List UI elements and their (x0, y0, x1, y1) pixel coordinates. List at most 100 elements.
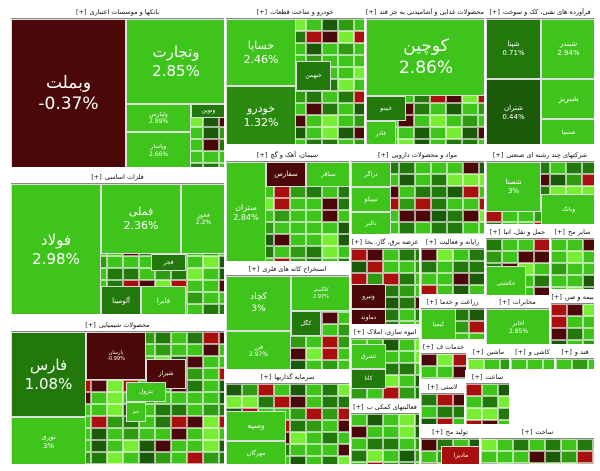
stock-cell (545, 463, 561, 464)
stock-cell (338, 258, 349, 261)
stock-cell (567, 239, 583, 251)
stock-cell (306, 246, 322, 258)
stock-symbol: شتران (504, 103, 523, 112)
stock-cell (479, 222, 484, 234)
sector: حمل و نقل، انبا[+] حکشتی (485, 225, 550, 300)
stock-symbol: شبندر (559, 40, 578, 49)
stock-cell (399, 297, 415, 309)
stock-cell (399, 414, 415, 426)
stock-tile: خودرو 1.32% (226, 86, 296, 144)
stock-cell (290, 234, 306, 246)
sector-header[interactable]: قند و[+] (556, 346, 594, 359)
sector-header[interactable]: فرآورده های نفتی، کک و سوخت[+] (486, 6, 594, 19)
stock-cell (415, 351, 419, 363)
sector-header[interactable]: مواد و محصولات دارویی[+] (351, 149, 484, 162)
stock-tile: فملی 2.36% (101, 184, 181, 254)
sector-header[interactable]: تولید مح[+] (421, 426, 479, 439)
sector-header[interactable]: محصولات غذایی و آشامیدنی به جز قند[+] (366, 6, 484, 19)
stock-cell (354, 79, 364, 91)
stock-cell (338, 198, 349, 210)
stock-cell (187, 464, 203, 465)
sector-header[interactable]: بیمه و صن[+] (551, 291, 594, 304)
stock-cell (91, 452, 107, 464)
expand-button: [+] (256, 151, 268, 159)
sector-header[interactable]: سرمایه گذاریها[+] (226, 371, 349, 384)
sector-header[interactable]: محصولات شیمیایی[+] (11, 319, 224, 332)
stock-cell (155, 344, 171, 356)
stock-cell (219, 280, 224, 292)
stock-cell (437, 249, 453, 261)
stock-cell (187, 256, 203, 268)
stock-tile: پارسان -0.99% (86, 332, 146, 380)
stock-cell (219, 127, 224, 139)
stock-cell (290, 444, 306, 456)
sector-header[interactable]: انبوه سازی، املاک[+] (351, 326, 419, 339)
stock-cell (534, 275, 549, 287)
stock-cell (338, 360, 349, 369)
sector-header[interactable]: عرضه برق، گاز، بخا[+] (351, 236, 419, 249)
stock-tile: پترول (126, 382, 166, 402)
sector-header[interactable]: استخراج کانه های فلزی[+] (226, 263, 349, 276)
stock-tile: کچاد 3% (226, 276, 291, 331)
stock-cell (421, 463, 437, 464)
sector-header[interactable]: رایانه و فعالیت[+] (421, 236, 484, 249)
stock-cell (415, 450, 419, 462)
stock-cell (478, 115, 484, 127)
stock-cell (543, 359, 554, 369)
stock-cell (290, 456, 306, 464)
sector-header[interactable]: بانکها و موسسات اعتباری[+] (11, 6, 224, 19)
stock-cell (306, 396, 322, 408)
sector-header[interactable]: ساخت[+] (481, 426, 594, 439)
sector-header[interactable]: سایر مح[+] (551, 226, 594, 239)
stock-cell (91, 404, 107, 416)
stock-cell (91, 416, 107, 428)
stock-tile: اخابر 2.85% (486, 309, 549, 344)
stock-symbol: ونوین (201, 107, 216, 115)
stock-change: 2.36% (123, 219, 159, 232)
stock-cell (446, 115, 462, 127)
stock-cell (219, 392, 224, 404)
stock-cell (415, 162, 431, 174)
sector-header[interactable]: کاشی و[+] (511, 346, 554, 359)
stock-cell (203, 268, 219, 280)
stock-cell (354, 115, 364, 127)
stock-cell (322, 348, 338, 360)
stock-cell (322, 19, 338, 31)
sector-header[interactable]: ساعت[+] (466, 371, 509, 384)
stock-cell (306, 115, 322, 127)
sector-header[interactable]: شرکتهای چند رشته ای صنعتی[+] (486, 149, 594, 162)
stock-cell (322, 336, 338, 348)
stock-cell (534, 239, 549, 251)
stock-cell (338, 186, 349, 198)
stock-cell (398, 127, 414, 139)
stock-cell (290, 246, 306, 258)
stock-cell (219, 368, 224, 380)
stock-cell (338, 384, 349, 396)
sector-header[interactable]: حمل و نقل، انبا[+] (486, 226, 549, 239)
sector-header[interactable]: فعالیتهای کمکی ب[+] (351, 401, 419, 414)
sector-header[interactable]: لاستی[+] (421, 381, 464, 394)
stock-cell (107, 452, 123, 464)
sector-header[interactable]: زراعت و خدما[+] (421, 296, 484, 309)
stock-cell (482, 408, 498, 420)
stock-cell (415, 321, 419, 324)
stock-tile: دماوند (351, 309, 386, 324)
sector: مخابرات[+] اخابر 2.85% (485, 295, 550, 345)
stock-cell (463, 162, 479, 174)
sector: سیمان، آهک و گچ[+] ستران 2.84% سفارس سباقر (225, 148, 350, 262)
sector-header[interactable]: ماشین[+] (468, 346, 509, 359)
stock-cell (306, 384, 322, 396)
stock-cell (453, 285, 469, 294)
stock-symbol: خبهمن (305, 72, 322, 80)
stock-cell (518, 239, 534, 251)
sector-title: مخابرات (512, 298, 536, 306)
stock-cell (399, 438, 415, 450)
sector-header[interactable]: فلزات اساسی[+] (11, 171, 224, 184)
sector-header[interactable]: خودرو و ساخت قطعات[+] (226, 6, 364, 19)
sector-header[interactable]: مخابرات[+] (486, 296, 549, 309)
stock-cell (479, 198, 484, 210)
sector-header[interactable]: خدمات ف[+] (421, 341, 466, 354)
sector-header[interactable]: سیمان، آهک و گچ[+] (226, 149, 349, 162)
stock-change: 2.84% (233, 212, 259, 222)
sector-title: محصولات غذایی و آشامیدنی به جز قند (379, 8, 484, 16)
